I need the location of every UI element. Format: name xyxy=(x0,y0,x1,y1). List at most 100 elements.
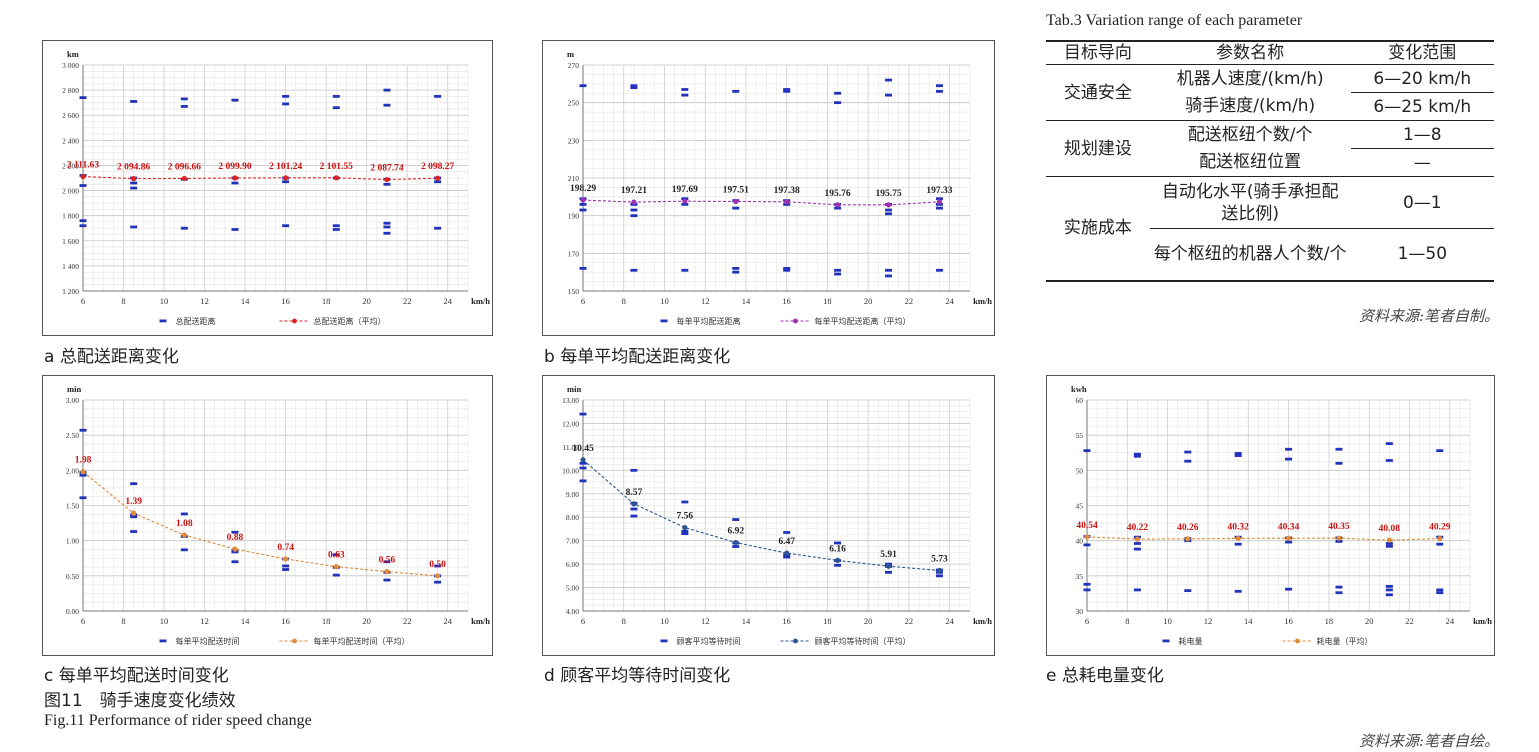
legend-marker-line xyxy=(793,318,798,324)
data-point-marker xyxy=(180,97,188,101)
mean-line xyxy=(1086,536,1440,541)
x-tick-label: 20 xyxy=(362,616,371,626)
data-point-marker xyxy=(1133,452,1141,456)
data-point-marker xyxy=(180,226,188,230)
data-label: 2 098.27 xyxy=(421,162,455,172)
y-tick-label: 270 xyxy=(568,61,580,70)
table-header-goal: 目标导向 xyxy=(1063,43,1132,63)
data-point-marker xyxy=(1083,588,1091,592)
y-tick-label: 1.00 xyxy=(66,537,79,546)
data-point-marker xyxy=(1335,591,1343,595)
mean-point xyxy=(283,556,289,562)
mean-point xyxy=(1386,537,1392,543)
x-tick-label: 16 xyxy=(782,616,791,626)
x-tick-label: 16 xyxy=(281,616,290,626)
data-point-marker xyxy=(834,272,842,276)
y-tick-label: 1 400 xyxy=(62,262,79,271)
data-label: 195.76 xyxy=(825,189,851,199)
legend-marker-line xyxy=(793,638,798,644)
data-label: 2 096.66 xyxy=(168,162,202,172)
y-tick-label: 250 xyxy=(568,99,580,108)
data-point-marker xyxy=(885,78,893,82)
mean-point xyxy=(580,197,586,203)
plot-grid xyxy=(82,399,469,612)
chart-a-svg: 1 200 1 400 1 600 1 800 2 000 2 200 2 400 2 600… xyxy=(62,49,490,326)
y-tick-label: 2 600 xyxy=(62,111,79,120)
x-tick-label: 10 xyxy=(660,616,669,626)
data-point-marker xyxy=(180,105,188,108)
data-point-marker xyxy=(783,267,791,270)
y-tick-label: 190 xyxy=(568,212,580,221)
x-tick-label: 22 xyxy=(905,296,914,306)
x-tick-label: 16 xyxy=(1284,616,1293,626)
chart-b-svg: 150 170 190 210 230 250 270 6 8 10 12 14 16 18 20 22 24 m… xyxy=(567,49,992,326)
table-goal-cell: 实施成本 xyxy=(1063,218,1132,239)
mean-point xyxy=(580,457,586,463)
legend-marker-scatter xyxy=(660,639,668,643)
mean-point xyxy=(1336,535,1342,541)
y-tick-label: 8.00 xyxy=(566,513,579,522)
data-point-marker xyxy=(1133,454,1141,458)
mean-point xyxy=(131,510,137,516)
figure-title-en: Fig.11 Performance of rider speed change xyxy=(44,712,312,729)
legend-marker-scatter xyxy=(660,319,668,323)
data-point-marker xyxy=(130,225,138,229)
x-tick-label: 24 xyxy=(1446,616,1455,626)
data-label: 2 087.74 xyxy=(370,164,404,174)
x-tick-label: 18 xyxy=(823,616,832,626)
data-point-marker xyxy=(79,224,87,228)
data-point-marker xyxy=(783,88,791,91)
data-point-marker xyxy=(1385,442,1393,446)
table-row: 规划建设 配送枢纽个数/个 1—8 xyxy=(1046,120,1494,177)
legend-label: 顾客平均等待时间（平均） xyxy=(815,636,911,646)
data-point-marker xyxy=(383,578,391,582)
chart-b-panel: 150 170 190 210 230 250 270 6 8 10 12 14 16 18 20 22 24 m… xyxy=(542,40,995,336)
table-param-cell: 骑手速度/(km/h) xyxy=(1185,96,1316,117)
x-tick-label: 12 xyxy=(1204,616,1213,626)
table-goal-cell: 规划建设 xyxy=(1046,120,1150,177)
chart-d-panel: 4.00 5.00 6.00 7.00 8.00 9.00 10.00 11.00 12.00 1… xyxy=(542,375,995,656)
table-param-cell: 每个枢纽的机器人个数/个 xyxy=(1153,244,1347,265)
data-point-marker xyxy=(332,553,340,557)
data-point-marker xyxy=(434,564,442,568)
legend-label: 耗电量（平均） xyxy=(1317,636,1373,646)
data-point-marker xyxy=(885,268,893,272)
data-point-marker xyxy=(434,580,442,584)
y-tick-label: 2 800 xyxy=(62,86,79,95)
x-tick-label: 22 xyxy=(403,616,412,626)
data-point-marker xyxy=(1335,447,1343,451)
x-tick-label: 8 xyxy=(622,616,626,626)
data-point-marker xyxy=(1385,544,1393,548)
data-label: 40.26 xyxy=(1177,523,1199,533)
data-point-marker xyxy=(1234,454,1242,457)
data-label: 1.39 xyxy=(125,497,142,507)
data-point-marker xyxy=(681,500,689,504)
y-tick-label: 1 600 xyxy=(62,237,79,246)
data-label: 5.73 xyxy=(931,554,948,564)
data-point-marker xyxy=(79,96,87,100)
data-label: 40.32 xyxy=(1227,522,1249,532)
table-header-row: 目标导向 参数名称 变化范围 xyxy=(1046,41,1494,65)
chart-a-panel: 1 200 1 400 1 600 1 800 2 000 2 200 2 400 2 600… xyxy=(42,40,493,336)
chart-e-svg: 30 35 40 45 50 55 60 6 8 10 12 14 16 18 20 22 24 kwh km/h 4… xyxy=(1071,384,1492,646)
plot-grid xyxy=(1086,399,1471,612)
table-source: 资料来源:笔者自制。 xyxy=(1358,307,1499,325)
data-point-marker xyxy=(383,221,391,225)
mean-point xyxy=(1437,536,1443,542)
mean-point xyxy=(682,524,688,531)
data-point-marker xyxy=(231,550,239,554)
data-point-marker xyxy=(681,88,689,91)
data-label: 0.88 xyxy=(227,533,244,543)
x-tick-label: 12 xyxy=(200,616,209,626)
data-point-marker xyxy=(681,93,689,97)
data-point-marker xyxy=(783,89,791,93)
data-point-marker xyxy=(1335,585,1343,589)
data-point-marker xyxy=(579,466,587,470)
data-point-marker xyxy=(732,206,740,210)
table-title-en: Tab.3 Variation range of each parameter xyxy=(1046,12,1303,29)
y-tick-label: 11.00 xyxy=(562,443,579,452)
figure-title: 图11 骑手速度变化绩效 xyxy=(44,691,236,711)
mean-line xyxy=(82,175,438,181)
x-tick-label: 20 xyxy=(864,296,873,306)
data-point-marker xyxy=(1385,593,1393,597)
